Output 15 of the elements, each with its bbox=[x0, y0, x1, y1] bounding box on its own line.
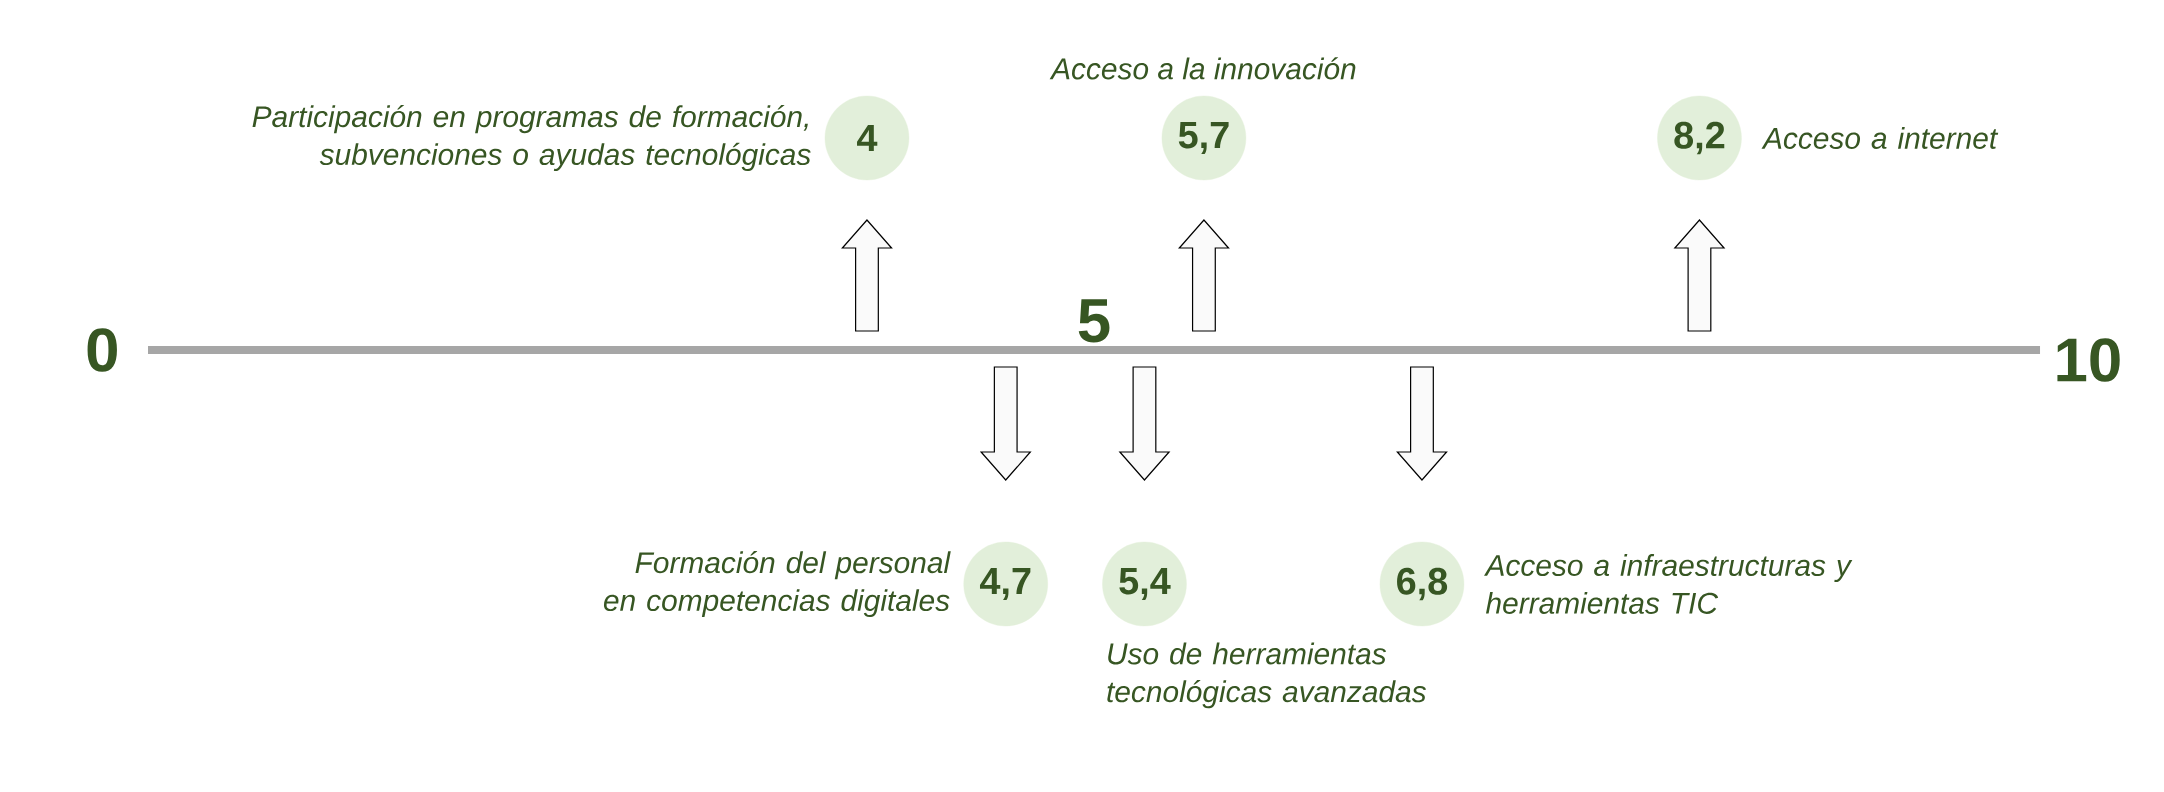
text: 5 bbox=[1078, 299, 1110, 343]
category-label: Acceso a internet bbox=[1761, 127, 1999, 149]
text: 0 bbox=[87, 328, 117, 372]
data-label: 8,2 bbox=[1674, 121, 1725, 155]
data-label: 6,8 bbox=[1397, 567, 1448, 601]
category-label: Participación en programas de formación, subvenciones o ayudas tecnológicas bbox=[252, 104, 811, 172]
data-label: 4,7 bbox=[979, 568, 1031, 600]
category-label: Acceso a infraestructuras y herramientas TIC bbox=[1484, 554, 1853, 614]
category-label: Acceso a la innovación bbox=[1049, 57, 1356, 80]
category-label: Formación del personal en competencias digitales bbox=[603, 550, 951, 618]
text: 10 bbox=[2057, 338, 2120, 382]
data-label: 4 bbox=[857, 124, 878, 152]
data-label: 5,7 bbox=[1178, 122, 1229, 154]
category-label: Uso de herramientas tecnológicas avanzadas bbox=[1107, 642, 1426, 709]
data-label: 5,4 bbox=[1119, 568, 1171, 600]
